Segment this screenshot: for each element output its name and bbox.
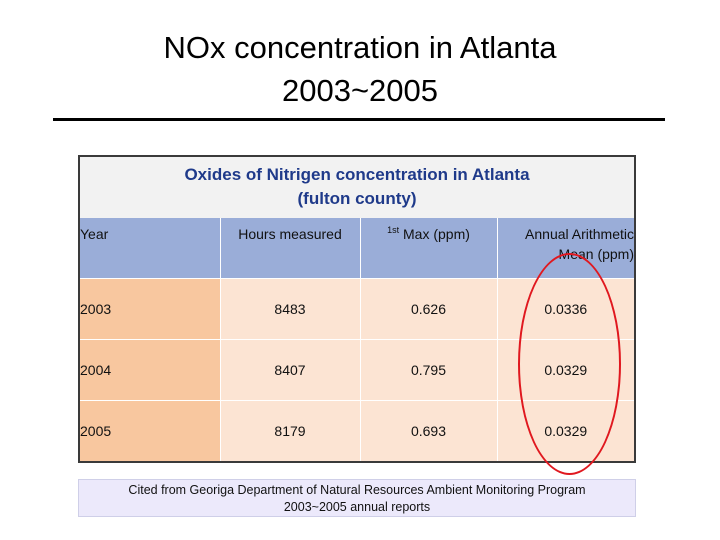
cell-year: 2004 (80, 338, 221, 400)
source-citation-line-1: Cited from Georiga Department of Natural… (128, 483, 586, 497)
table-row: 2005 8179 0.693 0.0329 (80, 399, 634, 461)
header-first-max: 1st Max (ppm) (360, 218, 498, 278)
cell-hours: 8179 (220, 399, 361, 461)
cell-max: 0.626 (360, 277, 498, 339)
cell-mean: 0.0336 (497, 277, 634, 339)
header-annual-mean: Annual Arithmetic Mean (ppm) (497, 218, 634, 278)
cell-mean: 0.0329 (497, 399, 634, 461)
table-row: 2003 8483 0.626 0.0336 (80, 277, 634, 339)
cell-max: 0.795 (360, 338, 498, 400)
source-citation-line-2: 2003~2005 annual reports (283, 500, 431, 514)
table-header-row: Year Hours measured 1st Max (ppm) Annual… (80, 218, 634, 278)
table-caption-line-1: Oxides of Nitrigen concentration in Atla… (184, 165, 530, 184)
title-divider (53, 118, 665, 121)
header-annual-mean-line-2: Mean (ppm) (558, 246, 634, 262)
nox-data-table: Year Hours measured 1st Max (ppm) Annual… (80, 218, 634, 461)
header-first-max-label: Max (ppm) (399, 226, 470, 242)
slide-title-line-1: NOx concentration in Atlanta (163, 30, 557, 65)
header-hours-measured: Hours measured (220, 218, 361, 278)
cell-hours: 8407 (220, 338, 361, 400)
header-first-max-superscript: 1st (387, 225, 400, 235)
cell-year: 2005 (80, 399, 221, 461)
cell-mean: 0.0329 (497, 338, 634, 400)
slide-title: NOx concentration in Atlanta 2003~2005 (0, 26, 720, 112)
table-row: 2004 8407 0.795 0.0329 (80, 338, 634, 400)
header-annual-mean-line-1: Annual Arithmetic (525, 226, 634, 242)
cell-hours: 8483 (220, 277, 361, 339)
data-table-container: Oxides of Nitrigen concentration in Atla… (78, 155, 636, 463)
source-citation: Cited from Georiga Department of Natural… (78, 479, 636, 517)
cell-year: 2003 (80, 277, 221, 339)
header-year: Year (80, 218, 221, 278)
slide-title-line-2: 2003~2005 (281, 73, 439, 108)
cell-max: 0.693 (360, 399, 498, 461)
table-caption: Oxides of Nitrigen concentration in Atla… (80, 157, 634, 218)
table-caption-line-2: (fulton county) (297, 189, 417, 208)
